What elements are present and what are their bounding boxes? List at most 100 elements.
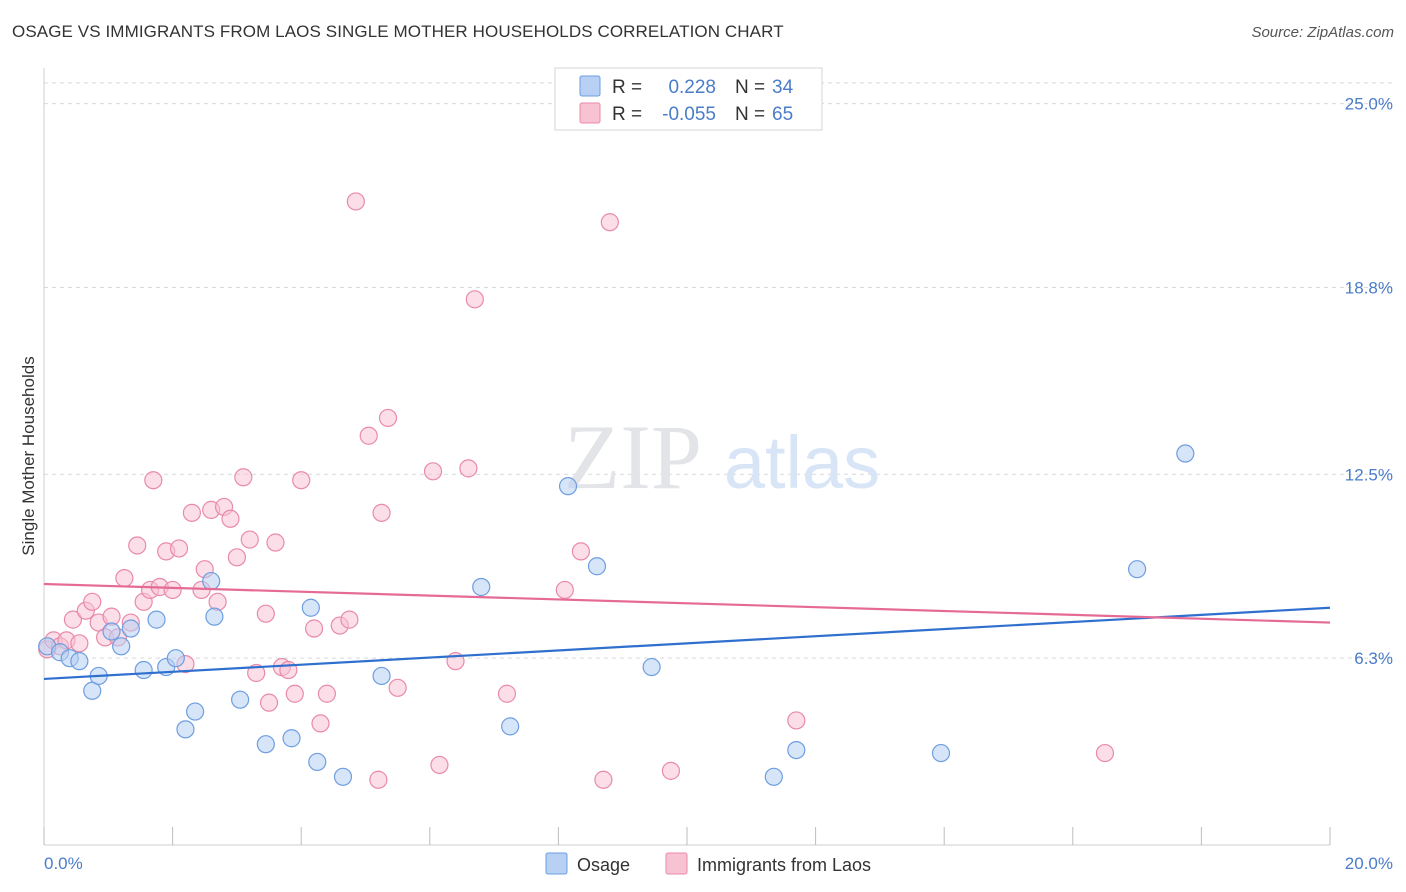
y-tick-label: 12.5% (1345, 465, 1393, 484)
chart-title: OSAGE VS IMMIGRANTS FROM LAOS SINGLE MOT… (12, 22, 784, 41)
point-laos (311, 714, 330, 733)
point-laos (423, 462, 443, 481)
point-laos (555, 580, 574, 600)
point-laos (372, 503, 391, 522)
source-label: Source: ZipAtlas.com (1251, 24, 1394, 41)
grid-lines (44, 82, 1395, 659)
point-laos (163, 580, 182, 600)
point-laos (240, 530, 259, 549)
point-laos (304, 619, 324, 638)
point-osage (308, 752, 327, 772)
trend-line-laos (43, 582, 1331, 624)
point-osage (931, 743, 951, 763)
point-laos (571, 542, 591, 561)
point-osage (558, 477, 578, 496)
point-laos (182, 503, 201, 522)
point-osage (102, 622, 121, 641)
legend-n-label-osage: N = (735, 77, 765, 98)
point-laos (247, 663, 266, 683)
x-tick-label-min: 0.0% (44, 854, 83, 873)
point-osage (186, 702, 205, 721)
trend-line-osage (43, 606, 1331, 681)
series-legend: Osage Immigrants from Laos (545, 852, 871, 875)
point-osage (1127, 560, 1147, 579)
point-laos (234, 468, 253, 487)
point-osage (231, 690, 250, 709)
point-laos (144, 471, 163, 490)
point-osage (587, 557, 607, 576)
series-legend-swatch-laos (665, 852, 688, 875)
trend-lines (43, 582, 1331, 681)
point-osage (112, 637, 131, 656)
legend-r-value-laos: -0.055 (662, 104, 716, 125)
point-laos (378, 408, 398, 428)
point-laos (221, 509, 240, 528)
legend-r-label-osage: R = (612, 77, 642, 98)
data-points (38, 192, 1195, 789)
axes (43, 68, 1331, 846)
point-osage (1176, 444, 1195, 463)
point-osage (282, 729, 301, 748)
point-laos (388, 678, 407, 697)
legend-n-label-laos: N = (735, 104, 765, 125)
point-osage (147, 610, 166, 629)
y-axis-label: Single Mother Households (19, 356, 38, 555)
watermark: ZIP atlas (564, 406, 880, 508)
legend-n-value-osage: 34 (772, 77, 794, 98)
point-laos (256, 604, 275, 623)
point-laos (787, 711, 806, 730)
legend-r-label-laos: R = (612, 104, 642, 125)
point-osage (301, 598, 320, 617)
point-laos (465, 290, 484, 309)
y-tick-label: 25.0% (1345, 95, 1393, 114)
stats-legend: R = 0.228 N = 34 R = -0.055 N = 65 (554, 67, 823, 131)
legend-swatch-osage (579, 75, 601, 97)
point-laos (346, 192, 365, 211)
y-tick-label: 6.3% (1354, 649, 1393, 668)
point-laos (169, 539, 189, 558)
point-laos (70, 634, 89, 653)
series-legend-swatch-osage (545, 852, 568, 875)
point-laos (430, 755, 449, 775)
point-laos (128, 536, 147, 555)
series-legend-label-osage: Osage (577, 855, 630, 875)
series-legend-label-laos: Immigrants from Laos (697, 855, 871, 875)
point-osage (166, 649, 185, 668)
point-osage (134, 660, 153, 680)
point-osage (642, 657, 661, 677)
point-laos (497, 684, 517, 703)
point-laos (594, 770, 613, 789)
point-osage (205, 607, 224, 626)
point-laos (227, 548, 246, 567)
point-laos (259, 693, 279, 712)
point-osage (501, 717, 520, 736)
point-osage (472, 577, 491, 597)
point-laos (63, 610, 83, 629)
legend-r-value-osage: 0.228 (668, 77, 716, 98)
point-laos (208, 592, 227, 611)
point-osage (333, 767, 353, 786)
legend-swatch-laos (579, 102, 601, 124)
point-osage (176, 720, 195, 739)
point-laos (1095, 743, 1115, 763)
point-laos (292, 471, 311, 490)
point-osage (372, 666, 391, 686)
point-laos (369, 770, 388, 789)
point-osage (202, 571, 221, 591)
point-laos (661, 761, 681, 780)
legend-n-value-laos: 65 (772, 104, 793, 125)
point-laos (340, 610, 359, 629)
tick-labels: 6.3% 12.5% 18.8% 25.0% 0.0% 20.0% (44, 95, 1393, 873)
point-osage (121, 619, 140, 638)
point-osage (256, 735, 275, 754)
point-laos (83, 592, 102, 611)
point-laos (317, 684, 337, 703)
watermark-atlas: atlas (724, 421, 880, 504)
point-laos (285, 684, 304, 703)
point-laos (600, 213, 619, 232)
y-tick-label: 18.8% (1345, 278, 1393, 297)
watermark-zip: ZIP (564, 406, 702, 508)
x-tick-label-max: 20.0% (1345, 854, 1393, 873)
point-laos (266, 533, 285, 552)
